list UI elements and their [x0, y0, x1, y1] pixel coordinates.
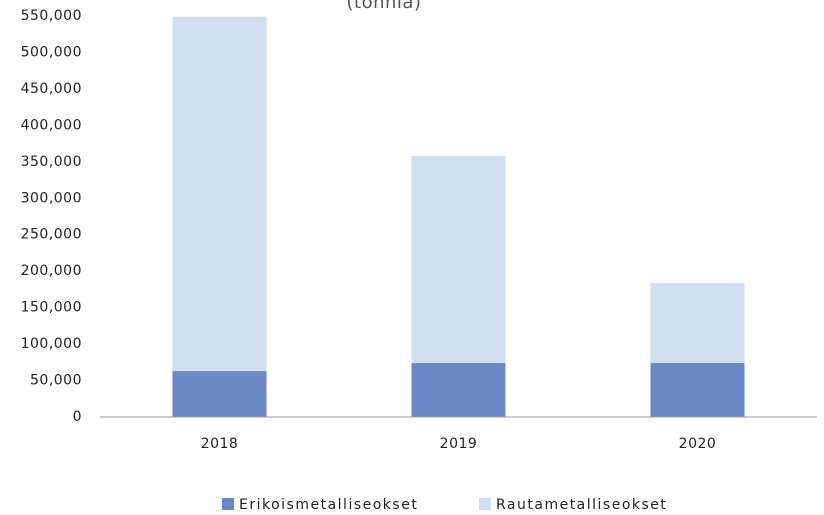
y-tick-label: 250,000: [21, 227, 82, 243]
y-tick-label: 100,000: [21, 336, 82, 352]
legend-swatch: [479, 498, 491, 510]
chart-subtitle: (tonnia): [347, 0, 422, 13]
bar-segment: [650, 363, 745, 417]
bar-segment: [411, 363, 506, 417]
y-tick-label: 550,000: [21, 8, 82, 24]
y-tick-label: 0: [73, 409, 82, 425]
x-tick-label: 2020: [679, 436, 717, 452]
y-tick-label: 200,000: [21, 263, 82, 279]
y-tick-label: 350,000: [21, 154, 82, 170]
legend-label: Rautametalliseokset: [496, 497, 667, 513]
y-tick-label: 50,000: [30, 373, 82, 389]
bar-segment: [650, 282, 745, 364]
legend-swatch: [222, 498, 234, 510]
x-tick-label: 2019: [440, 436, 478, 452]
y-tick-label: 400,000: [21, 117, 82, 133]
legend-label: Erikoismetalliseokset: [239, 497, 418, 513]
y-tick-label: 150,000: [21, 300, 82, 316]
y-tick-label: 450,000: [21, 81, 82, 97]
y-tick-label: 300,000: [21, 190, 82, 206]
x-tick-label: 2018: [201, 436, 239, 452]
y-tick-label: 500,000: [21, 44, 82, 60]
bar-segment: [172, 371, 267, 417]
bar-segment: [172, 16, 267, 372]
bar-segment: [411, 155, 506, 364]
